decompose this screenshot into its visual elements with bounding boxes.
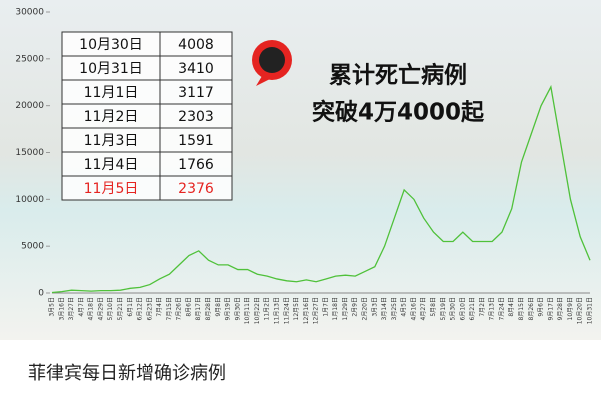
x-tick-label: 1月18日 bbox=[332, 297, 339, 320]
x-tick-label: 7月2日 bbox=[479, 297, 486, 317]
x-tick-label: 10月31日 bbox=[587, 297, 594, 324]
x-tick-label: 5月30日 bbox=[450, 297, 457, 320]
x-tick-label: 2月9日 bbox=[352, 297, 359, 317]
x-tick-label: 7月13日 bbox=[489, 297, 496, 320]
table-cell: 11月5日 bbox=[84, 181, 139, 197]
table-cell: 3117 bbox=[178, 85, 214, 101]
x-tick-label: 6月12日 bbox=[137, 297, 144, 320]
x-tick-label: 7月15日 bbox=[166, 297, 173, 320]
x-tick-label: 6月23日 bbox=[146, 297, 153, 320]
x-tick-label: 9月17日 bbox=[547, 297, 554, 320]
y-tick-label: 5000 bbox=[21, 242, 44, 252]
x-tick-label: 7月26日 bbox=[176, 297, 183, 320]
x-tick-label: 11月24日 bbox=[283, 297, 290, 324]
table-cell: 11月4日 bbox=[84, 157, 139, 173]
x-tick-label: 3月14日 bbox=[381, 297, 388, 320]
table-cell: 1766 bbox=[178, 157, 214, 173]
x-tick-label: 4月29日 bbox=[97, 297, 104, 320]
callout-line: 突破4万4000起 bbox=[312, 99, 485, 126]
x-tick-label: 4月27日 bbox=[420, 297, 427, 320]
x-tick-label: 4月16日 bbox=[410, 297, 417, 320]
table-cell: 11月2日 bbox=[84, 109, 139, 125]
x-tick-label: 3月27日 bbox=[68, 297, 75, 320]
x-tick-label: 3月3日 bbox=[371, 297, 378, 317]
x-tick-label: 8月6日 bbox=[185, 297, 192, 317]
x-tick-label: 12月16日 bbox=[303, 297, 310, 324]
x-tick-label: 12月5日 bbox=[293, 297, 300, 320]
x-tick-label: 5月10日 bbox=[107, 297, 114, 320]
x-tick-label: 5月19日 bbox=[440, 297, 447, 320]
y-tick-label: 30000 bbox=[15, 8, 44, 18]
y-tick-label: 0 bbox=[38, 289, 44, 299]
x-tick-label: 8月15日 bbox=[518, 297, 525, 320]
x-tick-label: 10月22日 bbox=[254, 297, 261, 324]
x-tick-label: 11月13日 bbox=[273, 297, 280, 324]
y-tick-label: 10000 bbox=[15, 195, 44, 205]
callout-line: 累计死亡病例 bbox=[329, 62, 467, 89]
x-tick-label: 8月28日 bbox=[205, 297, 212, 320]
x-tick-label: 6月21日 bbox=[469, 297, 476, 320]
x-tick-label: 5月8日 bbox=[430, 297, 437, 317]
x-tick-label: 6月10日 bbox=[459, 297, 466, 320]
table-cell: 4008 bbox=[178, 37, 214, 53]
x-tick-label: 4月7日 bbox=[78, 297, 85, 317]
y-tick-label: 15000 bbox=[15, 148, 44, 158]
x-tick-label: 9月30日 bbox=[234, 297, 241, 320]
x-tick-label: 9月19日 bbox=[225, 297, 232, 320]
table-cell: 10月30日 bbox=[79, 37, 143, 53]
x-tick-label: 9月28日 bbox=[557, 297, 564, 320]
table-cell: 3410 bbox=[178, 61, 214, 77]
x-tick-label: 11月2日 bbox=[264, 297, 271, 320]
x-tick-label: 2月20日 bbox=[362, 297, 369, 320]
caption: 菲律宾每日新增确诊病例 bbox=[28, 363, 226, 384]
x-tick-label: 12月27日 bbox=[313, 297, 320, 324]
x-tick-label: 3月25日 bbox=[391, 297, 398, 320]
line bbox=[51, 84, 591, 294]
y-tick-label: 25000 bbox=[15, 54, 44, 64]
x-tick-label: 8月26日 bbox=[528, 297, 535, 320]
callout: 累计死亡病例 突破4万4000起 bbox=[252, 40, 485, 126]
x-tick-label: 1月7日 bbox=[322, 297, 329, 317]
table-cell: 1591 bbox=[178, 133, 214, 149]
x-tick-label: 9月8日 bbox=[215, 297, 222, 317]
table-cell: 10月31日 bbox=[79, 61, 143, 77]
x-tick-label: 8月4日 bbox=[508, 297, 515, 317]
x-tick-label: 7月4日 bbox=[156, 297, 163, 317]
x-tick-label: 1月29日 bbox=[342, 297, 349, 320]
x-tick-label: 4月18日 bbox=[88, 297, 95, 320]
x-tick-label: 3月5日 bbox=[49, 297, 56, 317]
x-tick-label: 10月9日 bbox=[567, 297, 574, 320]
x-tick-label: 7月24日 bbox=[498, 297, 505, 320]
x-tick-label: 8月17日 bbox=[195, 297, 202, 320]
y-tick-label: 20000 bbox=[15, 101, 44, 111]
x-tick-label: 3月16日 bbox=[58, 297, 65, 320]
x-tick-label: 4月5日 bbox=[401, 297, 408, 317]
table-cell: 2376 bbox=[178, 181, 214, 197]
x-tick-label: 9月6日 bbox=[538, 297, 545, 317]
table-cell: 11月3日 bbox=[84, 133, 139, 149]
x-tick-label: 6月1日 bbox=[127, 297, 134, 317]
x-tick-label: 10月20日 bbox=[577, 297, 584, 324]
table-cell: 11月1日 bbox=[84, 85, 139, 101]
table-bg bbox=[61, 31, 233, 201]
x-tick-label: 5月21日 bbox=[117, 297, 124, 320]
table-cell: 2303 bbox=[178, 109, 214, 125]
table: 10月30日 4008 10月31日 3410 11月1日 3117 11月2日 2303 11… bbox=[61, 31, 233, 201]
x-tick-label: 10月11日 bbox=[244, 297, 251, 324]
